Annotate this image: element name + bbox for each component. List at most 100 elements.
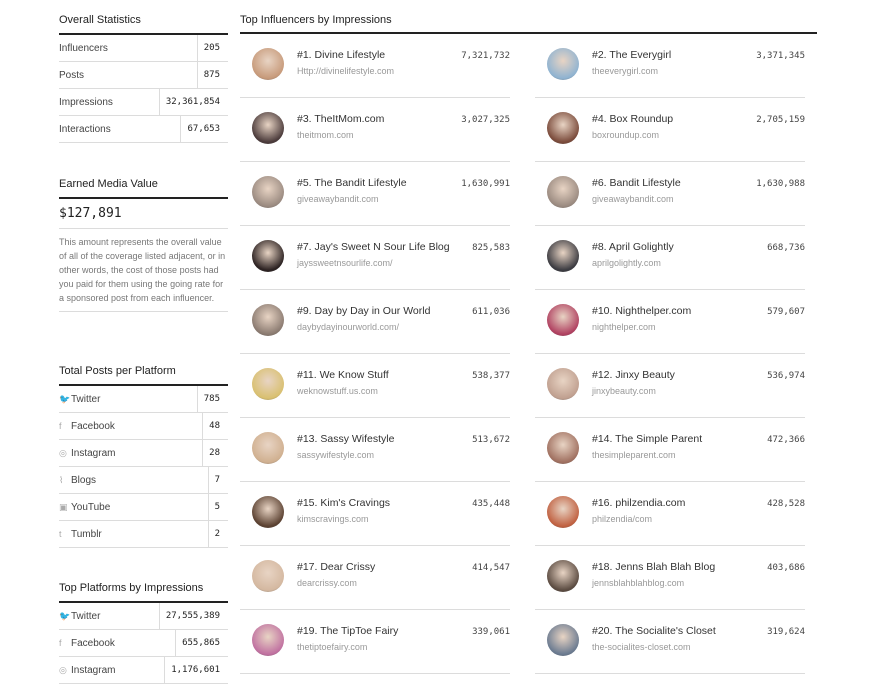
stat-row: 🐦 Twitter 785 xyxy=(59,386,228,413)
influencer-card[interactable]: #17. Dear Crissy dearcrissy.com 414,547 xyxy=(240,546,510,610)
overall-statistics: Overall Statistics Influencers 205 Posts 87… xyxy=(59,12,228,143)
influencer-url[interactable]: giveawaybandit.com xyxy=(592,194,674,204)
influencer-name[interactable]: #19. The TipToe Fairy xyxy=(297,625,399,637)
stat-label: Facebook xyxy=(71,637,115,649)
stat-label: Impressions xyxy=(59,96,113,108)
influencer-name[interactable]: #18. Jenns Blah Blah Blog xyxy=(592,561,716,573)
influencer-card[interactable]: #11. We Know Stuff weknowstuff.us.com 538,… xyxy=(240,354,510,418)
influencer-card[interactable]: #16. philzendia.com philzendia/com 428,528 xyxy=(535,482,805,546)
stat-label: Facebook xyxy=(71,420,115,432)
tumblr-icon: t xyxy=(59,529,62,539)
influencer-name[interactable]: #20. The Socialite's Closet xyxy=(592,625,716,637)
rss-icon: ⌇ xyxy=(59,474,64,485)
influencer-url[interactable]: boxroundup.com xyxy=(592,130,660,140)
influencer-name[interactable]: #13. Sassy Wifestyle xyxy=(297,433,395,445)
overall-statistics-title: Overall Statistics xyxy=(59,12,228,35)
stat-row: Influencers 205 xyxy=(59,35,228,62)
influencer-name[interactable]: #8. April Golightly xyxy=(592,241,674,253)
influencer-url[interactable]: philzendia/com xyxy=(592,514,653,524)
influencer-url[interactable]: thetiptoefairy.com xyxy=(297,642,368,652)
influencer-card[interactable]: #15. Kim's Cravings kimscravings.com 435,4… xyxy=(240,482,510,546)
influencer-card[interactable]: #12. Jinxy Beauty jinxybeauty.com 536,974 xyxy=(535,354,805,418)
stat-value: 67,653 xyxy=(180,116,228,142)
influencer-name[interactable]: #16. philzendia.com xyxy=(592,497,686,509)
avatar xyxy=(252,496,284,528)
youtube-icon: ▣ xyxy=(59,501,68,512)
emv-description: This amount represents the overall value… xyxy=(59,229,228,312)
stat-label: YouTube xyxy=(71,501,111,513)
top-platforms-title: Top Platforms by Impressions xyxy=(59,580,228,603)
influencer-card[interactable]: #3. TheItMom.com theitmom.com 3,027,325 xyxy=(240,98,510,162)
influencer-card[interactable]: #5. The Bandit Lifestyle giveawaybandit.c… xyxy=(240,162,510,226)
emv-title: Earned Media Value xyxy=(59,176,228,199)
influencer-card[interactable]: #18. Jenns Blah Blah Blog jennsblahblahbl… xyxy=(535,546,805,610)
influencer-name[interactable]: #1. Divine Lifestyle xyxy=(297,49,386,61)
avatar xyxy=(252,368,284,400)
influencer-impressions: 403,686 xyxy=(767,563,805,573)
avatar xyxy=(252,48,284,80)
influencer-url[interactable]: jinxybeauty.com xyxy=(592,386,656,396)
influencer-name[interactable]: #15. Kim's Cravings xyxy=(297,497,391,509)
avatar xyxy=(547,496,579,528)
influencer-name[interactable]: #7. Jay's Sweet N Sour Life Blog xyxy=(297,241,450,253)
influencer-url[interactable]: theitmom.com xyxy=(297,130,354,140)
influencer-url[interactable]: theeverygirl.com xyxy=(592,66,659,76)
stat-row: Posts 875 xyxy=(59,62,228,89)
stat-label: Instagram xyxy=(71,664,116,676)
influencer-card[interactable]: #4. Box Roundup boxroundup.com 2,705,159 xyxy=(535,98,805,162)
stat-row: ⌇ Blogs 7 xyxy=(59,467,228,494)
influencer-url[interactable]: sassywifestyle.com xyxy=(297,450,375,460)
influencer-name[interactable]: #3. TheItMom.com xyxy=(297,113,385,125)
influencer-name[interactable]: #11. We Know Stuff xyxy=(297,369,389,381)
influencer-url[interactable]: Http://divinelifestyle.com xyxy=(297,66,395,76)
influencer-url[interactable]: nighthelper.com xyxy=(592,322,656,332)
stat-label-wrap: Posts xyxy=(59,70,84,81)
influencer-name[interactable]: #5. The Bandit Lifestyle xyxy=(297,177,407,189)
stat-label-wrap: ◎ Instagram xyxy=(59,448,115,459)
posts-per-platform-title: Total Posts per Platform xyxy=(59,363,228,386)
influencer-card[interactable]: #20. The Socialite's Closet the-socialite… xyxy=(535,610,805,674)
influencer-card[interactable]: #9. Day by Day in Our World daybydayinour… xyxy=(240,290,510,354)
influencer-url[interactable]: daybydayinourworld.com/ xyxy=(297,322,400,332)
top-platforms: Top Platforms by Impressions 🐦 Twitter 27,… xyxy=(59,580,228,684)
influencer-name[interactable]: #2. The Everygirl xyxy=(592,49,672,61)
avatar xyxy=(252,624,284,656)
stat-label: Posts xyxy=(59,69,85,81)
stat-label: Tumblr xyxy=(71,528,102,540)
facebook-icon: f xyxy=(59,638,62,648)
influencer-url[interactable]: weknowstuff.us.com xyxy=(297,386,378,396)
influencer-url[interactable]: the-socialites-closet.com xyxy=(592,642,691,652)
influencer-impressions: 1,630,988 xyxy=(756,179,805,189)
influencer-name[interactable]: #10. Nighthelper.com xyxy=(592,305,692,317)
influencer-url[interactable]: kimscravings.com xyxy=(297,514,369,524)
influencer-card[interactable]: #1. Divine Lifestyle Http://divinelifesty… xyxy=(240,34,510,98)
influencer-url[interactable]: jayssweetnsourlife.com/ xyxy=(297,258,393,268)
influencer-url[interactable]: aprilgolightly.com xyxy=(592,258,661,268)
posts-per-platform: Total Posts per Platform 🐦 Twitter 785 f Fac… xyxy=(59,363,228,548)
influencer-impressions: 319,624 xyxy=(767,627,805,637)
influencer-name[interactable]: #4. Box Roundup xyxy=(592,113,674,125)
influencer-card[interactable]: #13. Sassy Wifestyle sassywifestyle.com 51… xyxy=(240,418,510,482)
influencer-name[interactable]: #12. Jinxy Beauty xyxy=(592,369,675,381)
influencer-impressions: 2,705,159 xyxy=(756,115,805,125)
influencer-name[interactable]: #14. The Simple Parent xyxy=(592,433,703,445)
influencer-card[interactable]: #14. The Simple Parent thesimpleparent.co… xyxy=(535,418,805,482)
influencer-name[interactable]: #9. Day by Day in Our World xyxy=(297,305,431,317)
influencer-url[interactable]: giveawaybandit.com xyxy=(297,194,379,204)
influencer-name[interactable]: #17. Dear Crissy xyxy=(297,561,376,573)
twitter-icon: 🐦 xyxy=(59,610,71,621)
stat-label: Interactions xyxy=(59,123,111,135)
influencer-card[interactable]: #2. The Everygirl theeverygirl.com 3,371,3… xyxy=(535,34,805,98)
influencer-card[interactable]: #8. April Golightly aprilgolightly.com 668… xyxy=(535,226,805,290)
influencer-card[interactable]: #10. Nighthelper.com nighthelper.com 579,6… xyxy=(535,290,805,354)
influencer-impressions: 3,027,325 xyxy=(461,115,510,125)
influencer-name[interactable]: #6. Bandit Lifestyle xyxy=(592,177,681,189)
influencer-card[interactable]: #19. The TipToe Fairy thetiptoefairy.com 3… xyxy=(240,610,510,674)
influencer-card[interactable]: #6. Bandit Lifestyle giveawaybandit.com 1,… xyxy=(535,162,805,226)
influencer-url[interactable]: thesimpleparent.com xyxy=(592,450,676,460)
influencer-impressions: 414,547 xyxy=(472,563,510,573)
influencer-url[interactable]: dearcrissy.com xyxy=(297,578,357,588)
influencer-url[interactable]: jennsblahblahblog.com xyxy=(592,578,685,588)
influencer-card[interactable]: #7. Jay's Sweet N Sour Life Blog jaysswee… xyxy=(240,226,510,290)
avatar xyxy=(252,176,284,208)
